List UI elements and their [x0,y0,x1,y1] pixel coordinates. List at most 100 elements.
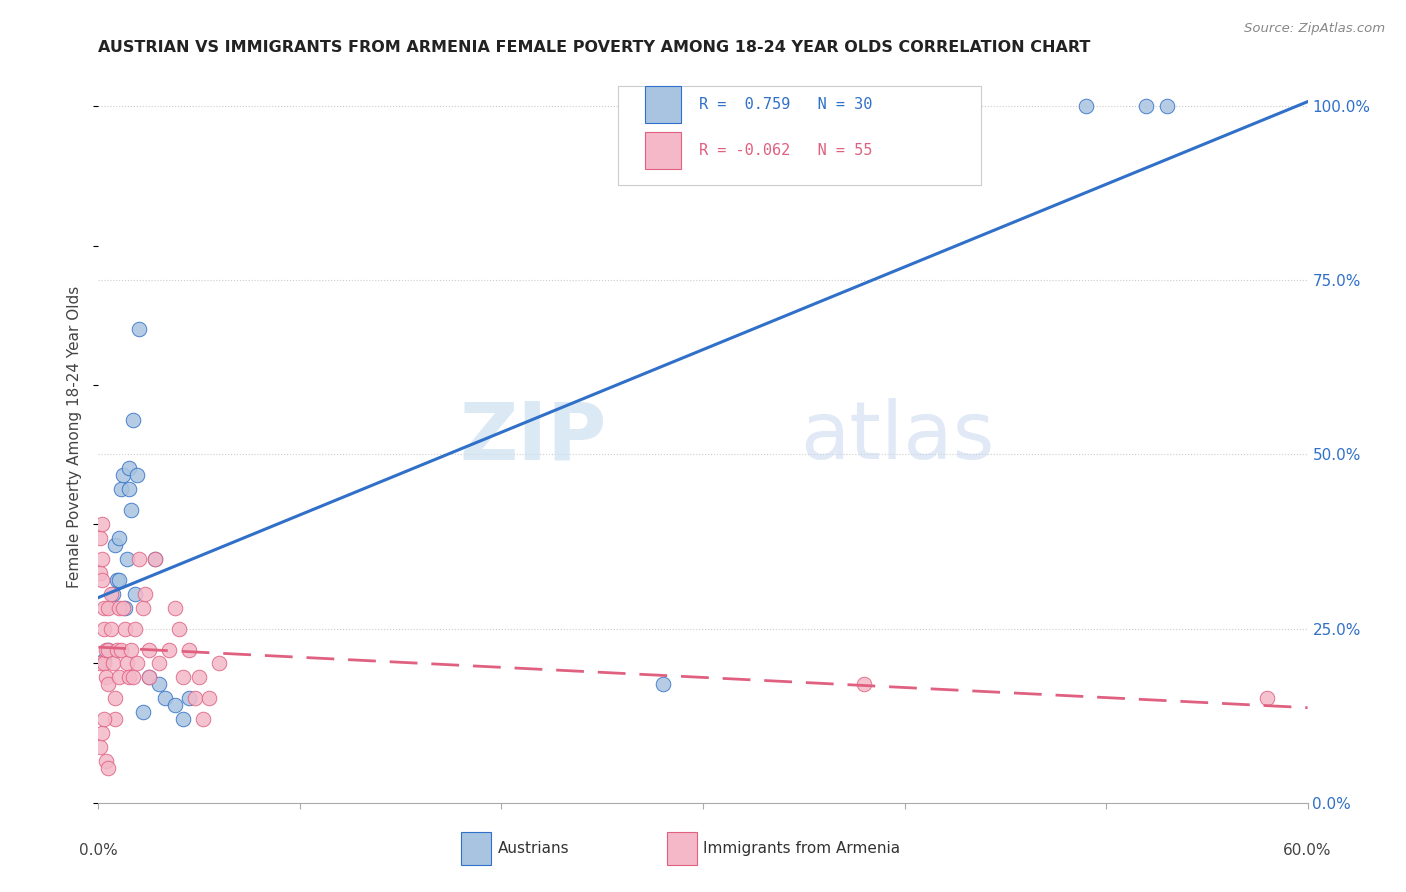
Point [125,468,148,483]
Y-axis label: Female Poverty Among 18-24 Year Olds: Female Poverty Among 18-24 Year Olds [67,286,83,588]
Point [157,642,180,657]
Point [101,587,124,601]
Point [100,587,122,601]
Point [96,642,118,657]
Point [188,670,211,684]
Point [1256,691,1278,706]
Point [96,670,118,684]
Point [100,622,122,636]
Point [111,600,134,615]
Point [105,573,128,587]
Point [132,600,155,615]
Point [128,552,150,566]
Point [148,677,170,691]
Point [93,622,115,636]
Point [110,642,132,657]
Point [179,691,201,706]
Point [121,670,143,684]
FancyBboxPatch shape [619,86,981,185]
Point [193,712,215,726]
Point [93,600,115,615]
Point [103,712,125,726]
Point [91,517,114,532]
Point [208,657,231,671]
Point [163,600,186,615]
Point [179,642,201,657]
Point [138,642,160,657]
Point [103,691,125,706]
Point [124,622,146,636]
Point [89,531,111,545]
Point [97,600,120,615]
Point [107,531,129,545]
Point [118,461,141,475]
Point [93,657,115,671]
Bar [666,832,697,865]
Point [184,691,207,706]
Point [96,754,118,768]
Bar [461,832,492,865]
Point [89,657,111,671]
Point [105,642,128,657]
Point [97,677,120,691]
Point [91,573,114,587]
Point [89,740,111,755]
Point [97,761,120,775]
Point [107,573,129,587]
Point [115,552,138,566]
Point [651,677,673,691]
Point [114,600,136,615]
Point [153,691,176,706]
Text: R =  0.759   N = 30: R = 0.759 N = 30 [699,96,873,112]
Point [120,642,142,657]
Point [132,705,155,719]
Point [163,698,186,713]
Point [118,670,141,684]
Point [172,712,194,726]
Point [101,657,124,671]
Point [97,642,120,657]
Point [93,712,115,726]
Point [114,622,136,636]
Text: Austrians: Austrians [498,841,569,856]
Point [1156,99,1178,113]
Point [167,622,190,636]
Point [97,642,120,657]
Point [1135,99,1157,113]
Point [128,322,150,336]
Point [103,538,125,552]
Point [118,483,141,497]
Text: 0.0%: 0.0% [79,843,118,858]
Point [121,412,143,426]
Point [148,657,170,671]
Point [1074,99,1097,113]
Point [115,657,138,671]
Point [111,468,134,483]
Point [93,653,115,667]
Point [107,670,129,684]
Point [91,726,114,740]
Point [138,670,160,684]
Bar [645,132,682,169]
Text: AUSTRIAN VS IMMIGRANTS FROM ARMENIA FEMALE POVERTY AMONG 18-24 YEAR OLDS CORRELA: AUSTRIAN VS IMMIGRANTS FROM ARMENIA FEMA… [98,40,1091,55]
Text: atlas: atlas [800,398,994,476]
Point [172,670,194,684]
Point [120,503,142,517]
Point [110,483,132,497]
Text: R = -0.062   N = 55: R = -0.062 N = 55 [699,143,873,158]
Point [124,587,146,601]
Point [89,566,111,580]
Point [143,552,166,566]
Point [143,552,166,566]
Point [134,587,156,601]
Point [91,552,114,566]
Text: ZIP: ZIP [458,398,606,476]
Bar [645,86,682,122]
Text: Immigrants from Armenia: Immigrants from Armenia [703,841,900,856]
Text: 60.0%: 60.0% [1284,843,1331,858]
Point [853,677,876,691]
Point [125,657,148,671]
Point [198,691,221,706]
Text: Source: ZipAtlas.com: Source: ZipAtlas.com [1244,22,1385,36]
Point [107,600,129,615]
